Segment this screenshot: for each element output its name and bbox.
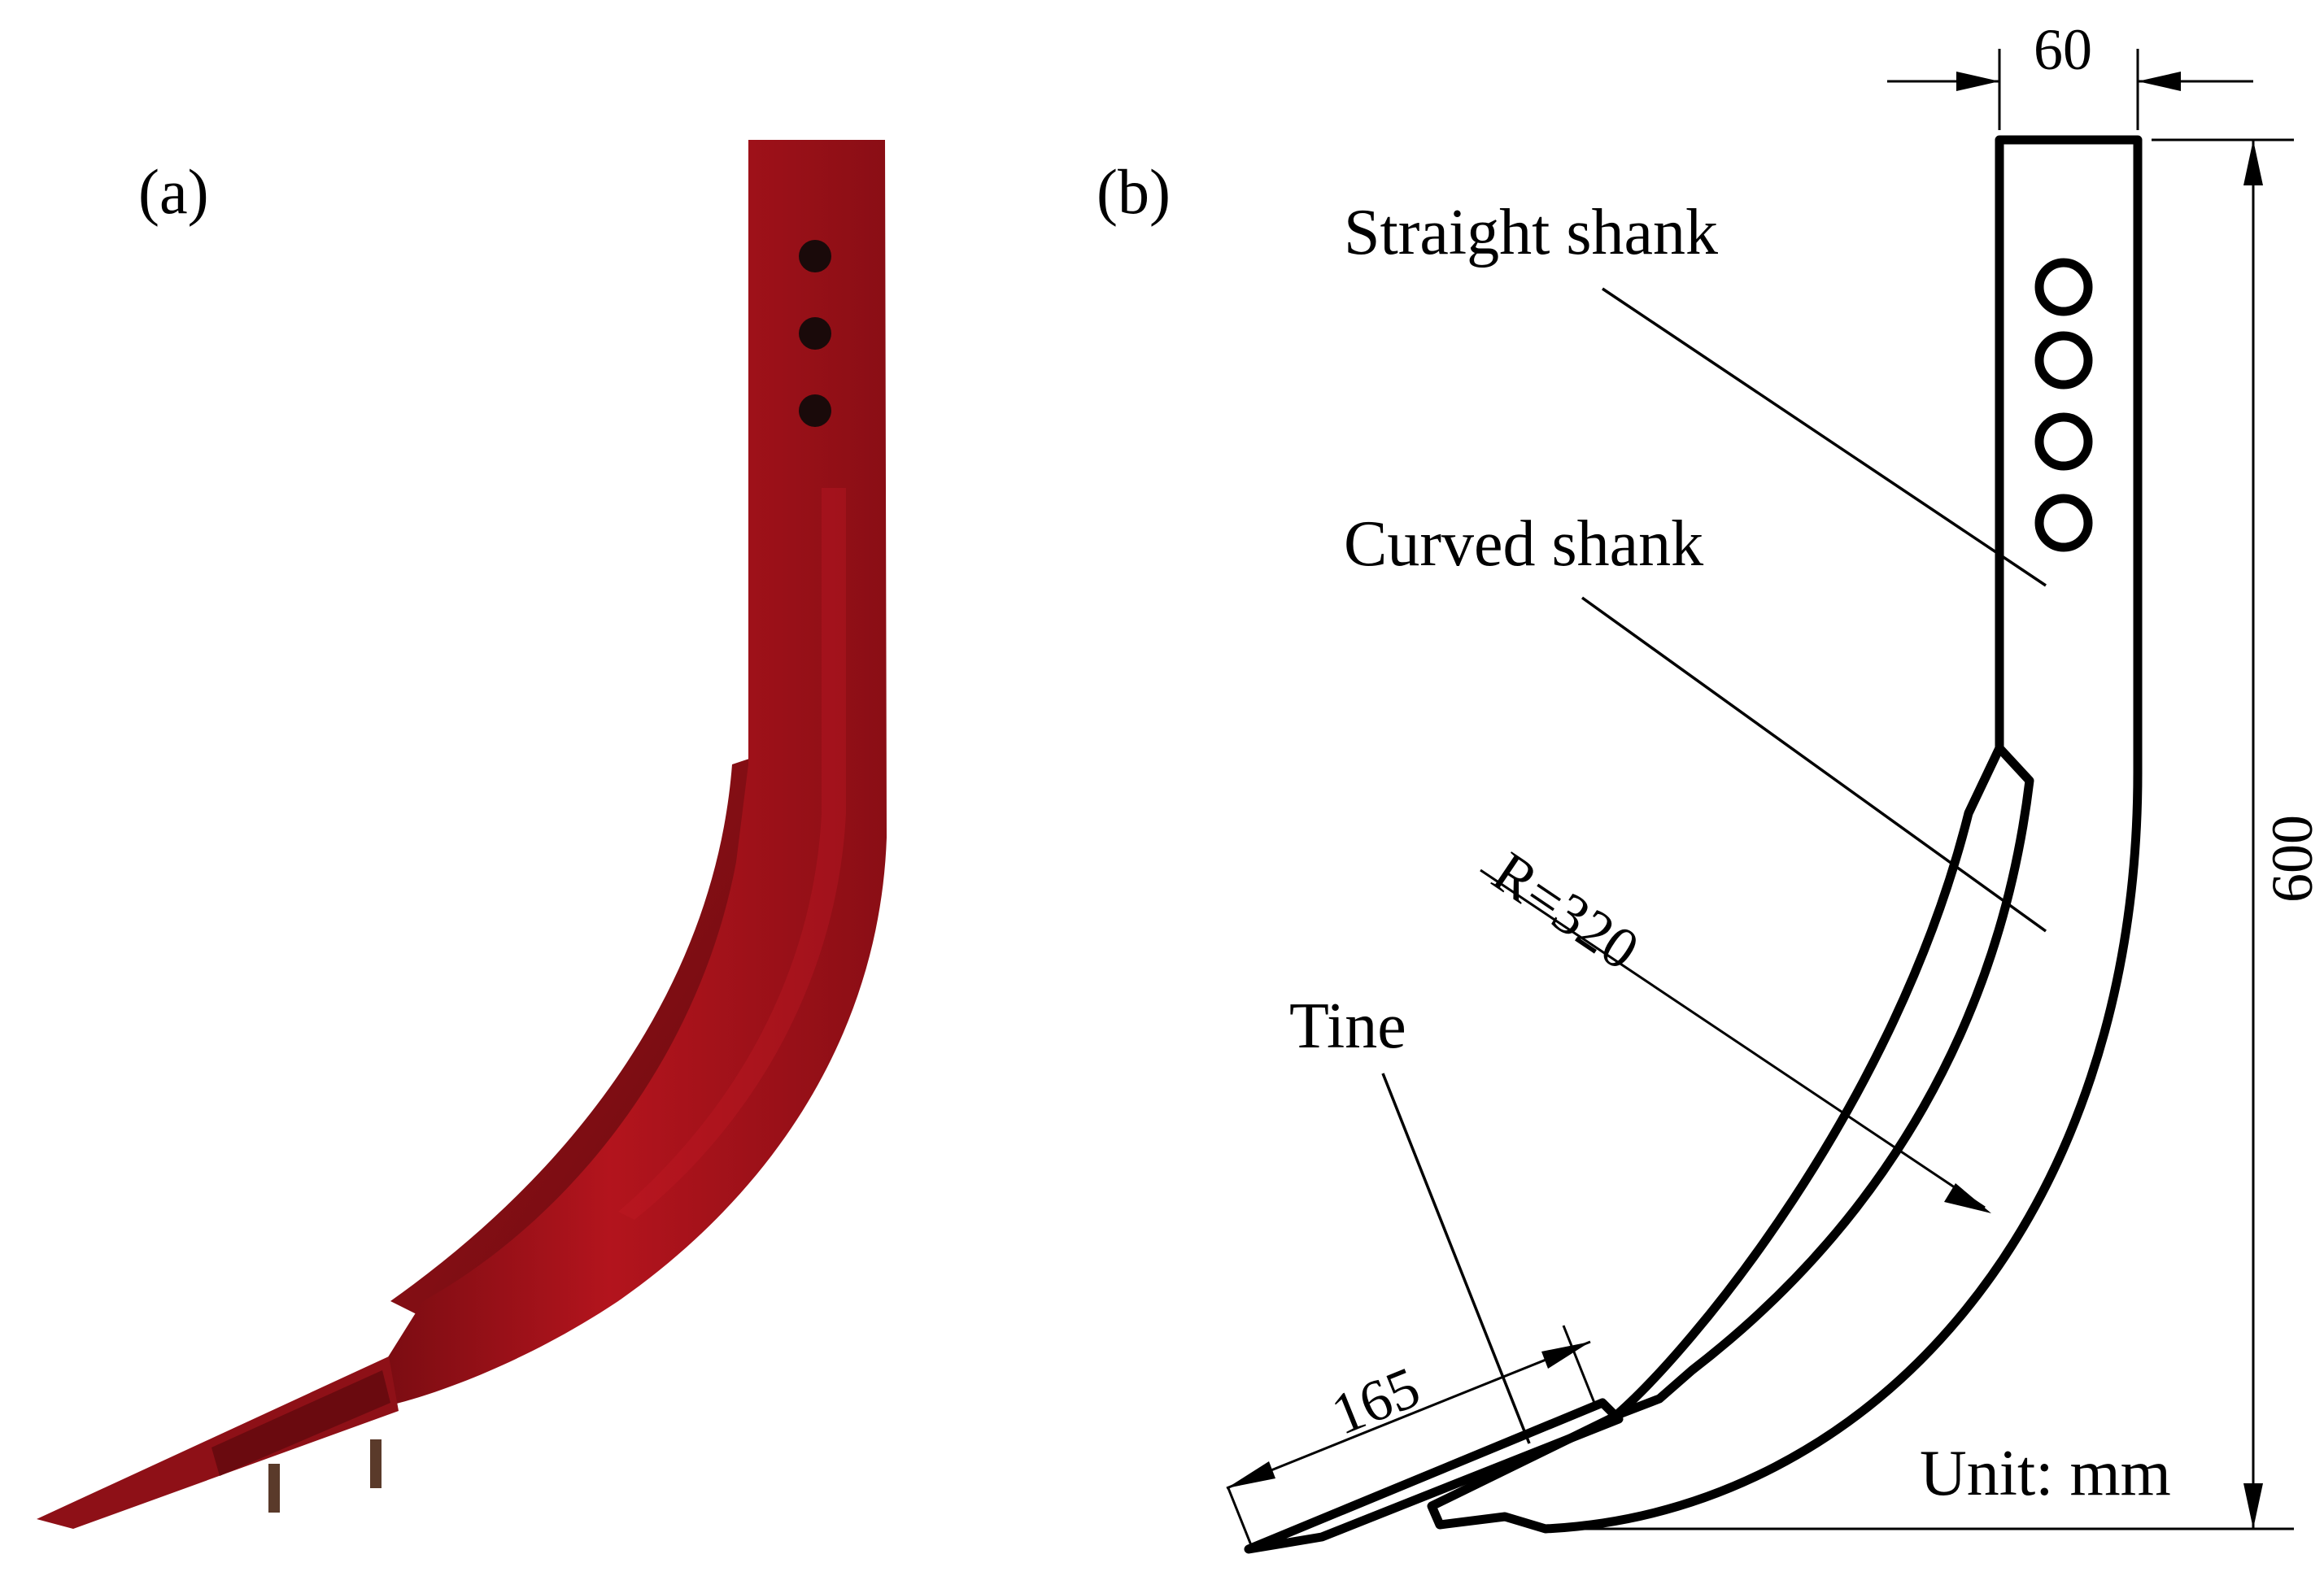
shank-body <box>382 140 887 1407</box>
leader-curved-shank <box>1581 596 2047 933</box>
leader-tine <box>1381 1073 1531 1444</box>
height-arrow-bottom <box>2243 1483 2263 1529</box>
shank-outline <box>1427 135 2143 1534</box>
panel-a-label: (a) <box>138 156 209 227</box>
tine-arrow-left <box>1227 1461 1275 1488</box>
tine-length-label: 165 <box>1323 1354 1428 1448</box>
bolt-hole-outline <box>2034 412 2093 471</box>
unit-label: Unit: mm <box>1920 1438 2171 1509</box>
tine-outline <box>1244 1398 1624 1554</box>
radius-dimension-line <box>1480 869 1986 1209</box>
bolt-hole-outline <box>2034 494 2093 552</box>
tine-blade <box>37 1356 399 1529</box>
tine-arrow-right <box>1541 1342 1590 1369</box>
panel-b-drawing: (b) Straight shank Curved shank R=320 Ti… <box>1097 17 2324 1554</box>
callout-straight-shank: Straight shank <box>1344 197 1718 268</box>
shank-bevel <box>1964 746 2004 816</box>
bolt-hole <box>799 394 831 427</box>
leader-straight-shank <box>1602 287 2047 587</box>
panel-a-photo: (a) <box>37 140 887 1529</box>
shank-front-edge <box>1615 745 2034 1420</box>
radius-label: R=320 <box>1481 839 1650 982</box>
tine-clamp <box>211 1370 390 1476</box>
shank-highlight <box>618 488 846 1220</box>
bolt-hole <box>799 317 831 350</box>
bolt-hole-outline <box>2034 331 2093 390</box>
width-label: 60 <box>2034 17 2092 82</box>
bolt-hole-outline <box>2034 258 2093 316</box>
panel-b-label: (b) <box>1097 156 1171 227</box>
tine-extension-right <box>1562 1325 1598 1408</box>
height-arrow-top <box>2243 140 2263 185</box>
callout-curved-shank: Curved shank <box>1344 508 1703 580</box>
bolt-hole <box>799 240 831 272</box>
width-arrow-right <box>2138 72 2181 91</box>
tine-extension-left <box>1227 1487 1254 1550</box>
tine-bolt <box>370 1439 382 1488</box>
width-arrow-left <box>1956 72 1999 91</box>
radius-arrow <box>1944 1183 1991 1213</box>
height-label: 600 <box>2260 815 2324 903</box>
tine-dimension-line <box>1226 1340 1591 1490</box>
subsoiler-photo <box>37 140 887 1529</box>
tine-bolt <box>268 1464 280 1513</box>
callout-tine: Tine <box>1289 990 1406 1062</box>
